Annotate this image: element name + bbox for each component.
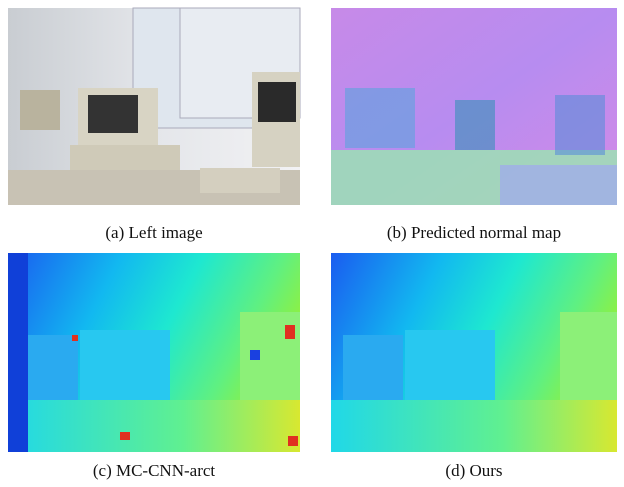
depth-noise xyxy=(8,253,28,452)
monitor xyxy=(20,90,60,130)
left-image xyxy=(8,8,300,205)
depth-object xyxy=(405,330,495,405)
depth-object xyxy=(343,335,403,405)
depth-object xyxy=(560,312,617,402)
screen xyxy=(88,95,138,133)
caption: (c) MC-CNN-arct xyxy=(93,461,216,480)
disparity-baseline xyxy=(8,253,300,452)
depth-noise xyxy=(285,325,295,339)
computer xyxy=(70,145,180,173)
depth-noise xyxy=(250,350,260,360)
normal-map xyxy=(331,8,617,205)
depth-object xyxy=(80,330,170,405)
depth-noise xyxy=(288,436,298,446)
depth-floor xyxy=(8,400,300,452)
normal-object xyxy=(345,88,415,148)
depth-noise xyxy=(72,335,78,341)
caption: (a) Left image xyxy=(105,223,202,242)
keyboard xyxy=(200,168,280,193)
depth-floor xyxy=(331,400,617,452)
normal-object xyxy=(500,165,617,205)
depth-noise xyxy=(120,432,130,440)
caption: (d) Ours xyxy=(445,461,502,480)
disparity-ours xyxy=(331,253,617,452)
normal-object xyxy=(455,100,495,150)
figure: (a) Left image (b) Predicted normal map … xyxy=(0,0,624,487)
screen xyxy=(258,82,296,122)
normal-object xyxy=(555,95,605,155)
caption: (b) Predicted normal map xyxy=(387,223,561,242)
